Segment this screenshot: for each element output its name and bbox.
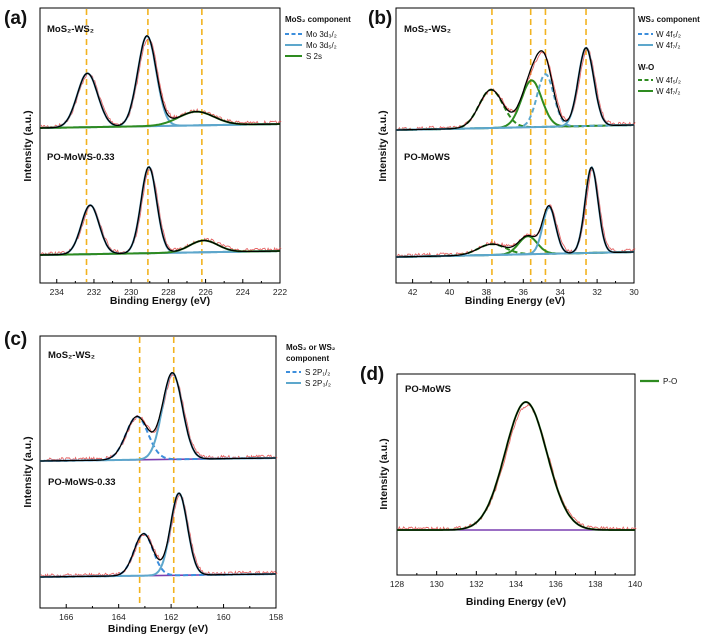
x-tick-label-c-0: 166 (59, 612, 73, 622)
component-b-0-2 (396, 73, 634, 131)
panel-a-frame (39, 7, 281, 284)
x-tick-label-c-2: 162 (164, 612, 178, 622)
panel-c: (c) 166 164 162 160 158 MoS₂-WS₂ PO-MoWS-0.3… (4, 329, 283, 635)
panel-b-curves (396, 46, 636, 258)
panel-c-legend-title-line2: component (286, 354, 329, 363)
panel-c-reference-lines (138, 337, 175, 607)
panel-b-series-1-name: PO-MoWS (404, 152, 450, 163)
x-tick-label-d-6: 140 (628, 579, 642, 589)
panel-c-frame (39, 335, 277, 609)
panel-a: (a) 234 232 230 228 226 224 222 MoS₂-WS₂ PO-Mo… (4, 7, 287, 307)
x-tick-label-c-3: 160 (216, 612, 230, 622)
panel-a-label: (a) (4, 8, 27, 29)
panel-b-frame (395, 7, 635, 284)
envelope-fit-a-0 (40, 35, 280, 129)
x-tick-label-b-2: 38 (482, 287, 492, 297)
panel-d-label: (d) (360, 364, 384, 385)
panel-c-label: (c) (4, 329, 27, 350)
envelope-fit-b-0 (396, 47, 634, 131)
panel-b-xlabel: Binding Energy (eV) (465, 295, 565, 307)
raw-data-a-0 (40, 38, 282, 129)
panel-a-legend-title: MoS₂ component (285, 15, 351, 24)
panel-b-legend-title: WS₂ component (638, 15, 700, 24)
x-tick-label-a-6: 222 (273, 287, 287, 297)
panel-c-series-0-name: MoS₂-WS₂ (48, 350, 95, 361)
panel-c-ticks: 166 164 162 160 158 (59, 604, 283, 622)
panel-d-curves (397, 400, 637, 532)
panel-d-ticks: 128 130 132 134 136 138 140 (390, 571, 642, 589)
panel-a-xlabel: Binding Energy (eV) (110, 295, 210, 307)
x-tick-label-a-3: 228 (161, 287, 175, 297)
panel-d-frame (396, 373, 636, 576)
envelope-fit-c-0 (40, 372, 276, 462)
component-c-1-0 (40, 532, 276, 578)
x-tick-label-d-5: 138 (588, 579, 602, 589)
panel-b: (b) 42 40 38 36 34 32 30 MoS₂-WS₂ PO-MoWS Bind… (368, 7, 639, 307)
panel-a-legend-item-1: Mo 3d₅/₂ (306, 41, 337, 50)
x-tick-label-b-3: 36 (519, 287, 529, 297)
x-tick-label-d-3: 134 (509, 579, 523, 589)
x-tick-label-a-1: 232 (87, 287, 101, 297)
panel-c-legend-item-0: S 2P₁/₂ (305, 368, 330, 377)
panel-d-xlabel: Binding Energy (eV) (466, 596, 566, 608)
x-tick-label-b-5: 32 (592, 287, 602, 297)
x-tick-label-b-4: 34 (555, 287, 565, 297)
panel-b-legend-item-0: W 4f₅/₂ (656, 30, 681, 39)
panel-b-legend2-item-0: W 4f₅/₂ (656, 76, 681, 85)
x-tick-label-b-0: 42 (408, 287, 418, 297)
x-tick-label-b-6: 30 (629, 287, 639, 297)
x-tick-label-b-1: 40 (445, 287, 455, 297)
panel-b-ticks: 42 40 38 36 34 32 30 (408, 279, 639, 297)
panel-d-legend: P-O (640, 377, 677, 386)
panel-c-legend: MoS₂ or WS₂ component S 2P₁/₂ S 2P₃/₂ (286, 343, 336, 388)
envelope-fit-a-1 (40, 166, 280, 256)
panel-a-series-1-name: PO-MoWS-0.33 (47, 152, 115, 163)
x-tick-label-a-0: 234 (50, 287, 64, 297)
panel-c-xlabel: Binding Energy (eV) (108, 623, 208, 635)
panel-a-series-0-name: MoS₂-WS₂ (47, 24, 94, 35)
raw-data-c-1 (40, 494, 278, 578)
panel-b-legend2-item-1: W 4f₇/₂ (656, 87, 681, 96)
panel-d: (d) 128 130 132 134 136 138 140 PO-MoWS Bindin… (360, 364, 642, 608)
panel-a-legend: MoS₂ component Mo 3d₃/₂ Mo 3d₅/₂ S 2s (285, 15, 351, 61)
envelope-fit-b-1 (396, 166, 634, 258)
envelope-fit-d-0 (397, 401, 635, 531)
envelope-fit-c-1 (40, 492, 276, 578)
x-tick-label-d-2: 132 (469, 579, 483, 589)
panel-d-ylabel: Intensity (a.u.) (378, 438, 390, 509)
panel-b-legend-title-2: W-O (638, 63, 654, 72)
x-tick-label-a-4: 226 (198, 287, 212, 297)
panel-a-ticks: 234 232 230 228 226 224 222 (50, 279, 287, 297)
panel-a-curves (40, 34, 282, 256)
panel-a-legend-item-0: Mo 3d₃/₂ (306, 30, 337, 39)
panel-c-ylabel: Intensity (a.u.) (22, 436, 34, 507)
panel-d-series-0-name: PO-MoWS (405, 384, 451, 395)
panel-b-legend: WS₂ component W 4f₅/₂ W 4f₇/₂ W-O W 4f₅/… (638, 15, 700, 96)
panel-c-legend-item-1: S 2P₃/₂ (305, 379, 331, 388)
x-tick-label-d-0: 128 (390, 579, 404, 589)
panel-b-legend-item-1: W 4f₇/₂ (656, 41, 681, 50)
panel-a-legend-item-2: S 2s (306, 52, 322, 61)
panel-b-label: (b) (368, 8, 392, 29)
panel-d-legend-item-0: P-O (663, 377, 677, 386)
panel-b-series-0-name: MoS₂-WS₂ (404, 24, 451, 35)
x-tick-label-d-1: 130 (430, 579, 444, 589)
x-tick-label-a-2: 230 (124, 287, 138, 297)
panel-b-ylabel: Intensity (a.u.) (377, 110, 389, 181)
panel-c-series-1-name: PO-MoWS-0.33 (48, 477, 116, 488)
panel-a-reference-lines (85, 9, 203, 282)
panel-c-curves (40, 371, 278, 578)
x-tick-label-d-4: 136 (549, 579, 563, 589)
x-tick-label-c-4: 158 (269, 612, 283, 622)
x-tick-label-a-5: 224 (236, 287, 250, 297)
x-tick-label-c-1: 164 (112, 612, 126, 622)
panel-c-legend-title: MoS₂ or WS₂ (286, 343, 336, 352)
panel-a-ylabel: Intensity (a.u.) (22, 110, 34, 181)
